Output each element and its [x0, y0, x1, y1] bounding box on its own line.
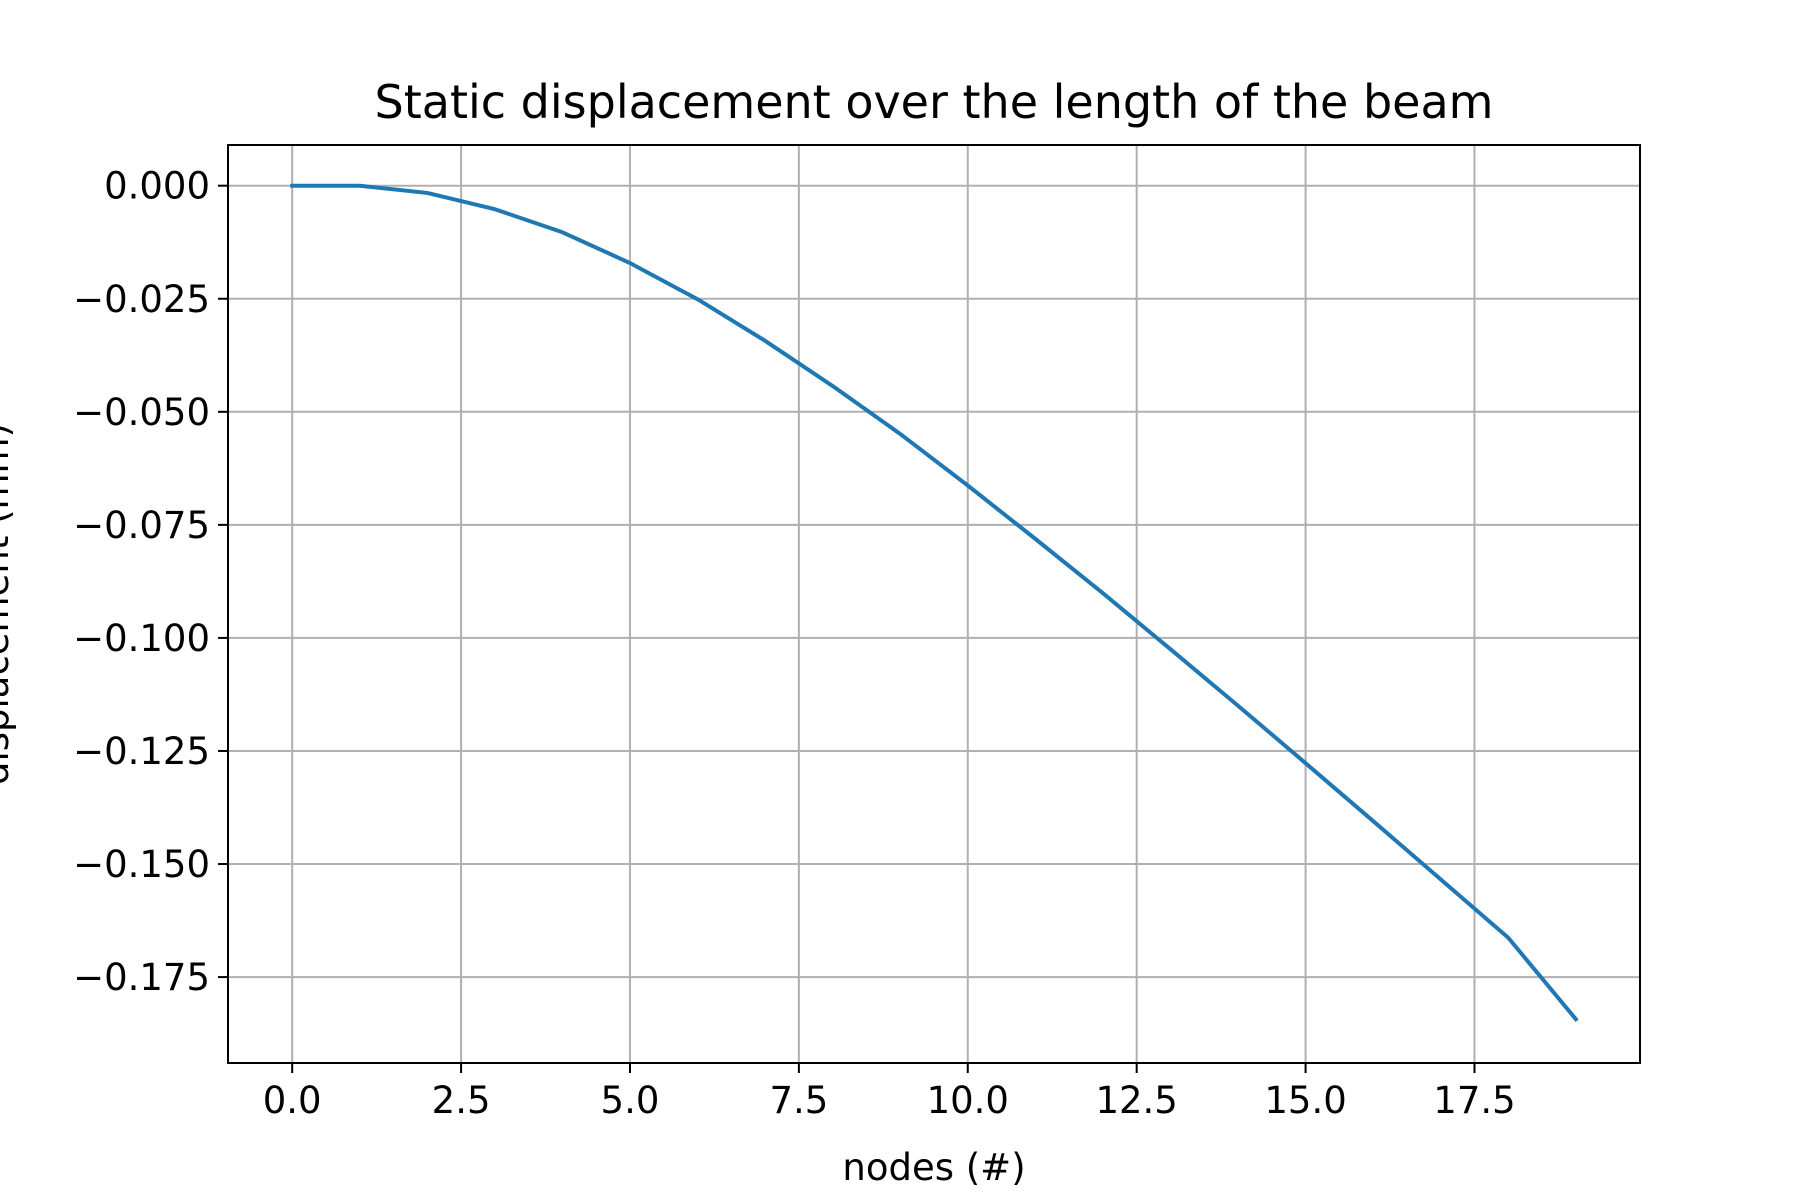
y-tick-label: 0.000: [104, 165, 210, 208]
series-layer: [290, 183, 1579, 1022]
chart-title: Static displacement over the length of t…: [375, 75, 1494, 129]
x-tick-label: 7.5: [769, 1079, 828, 1122]
y-tick-label: −0.175: [73, 956, 210, 999]
y-tick-label: −0.025: [73, 278, 210, 321]
y-axis-label: displacement (mm): [0, 423, 17, 785]
x-tick-label: 0.0: [263, 1079, 322, 1122]
y-tick-label: −0.100: [73, 617, 210, 660]
x-tick-label: 10.0: [927, 1079, 1009, 1122]
x-tick-label: 12.5: [1095, 1079, 1177, 1122]
y-tick-label: −0.125: [73, 730, 210, 773]
x-tick-label: 2.5: [432, 1079, 491, 1122]
plot-frame: [227, 144, 1641, 1064]
series-line-0: [290, 183, 1579, 1022]
grid: [228, 145, 1640, 1063]
x-tick-label: 5.0: [601, 1079, 660, 1122]
y-tick-label: −0.075: [73, 504, 210, 547]
y-tick-label: −0.050: [73, 391, 210, 434]
x-tick-label: 17.5: [1433, 1079, 1515, 1122]
x-tick-label: 15.0: [1264, 1079, 1346, 1122]
x-axis-label: nodes (#): [842, 1146, 1025, 1189]
y-tick-label: −0.150: [73, 843, 210, 886]
axis-ticks: 0.0 2.5 5.0 7.5 10.0 12.5 15.0 17.5 0.000 −0.025 −…: [73, 165, 1516, 1122]
